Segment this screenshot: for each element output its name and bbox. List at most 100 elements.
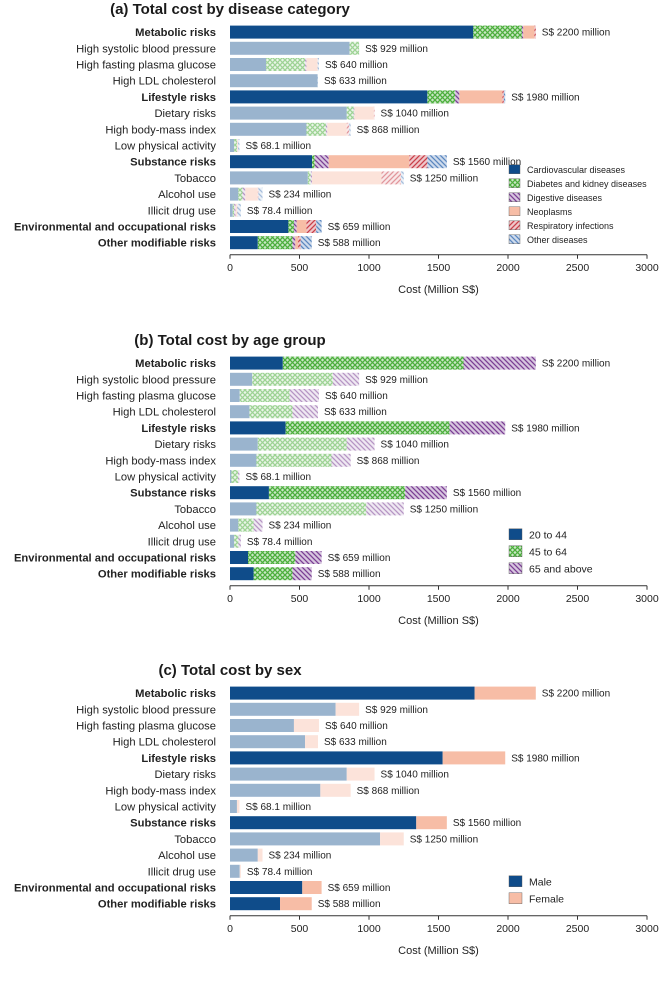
total-label: S$ 633 million [324,407,387,418]
total-label: S$ 68.1 million [245,141,311,152]
bar-segment-20-to-44 [230,502,257,516]
bar-segment-20-to-44 [230,518,239,532]
bar-segment-female [474,686,536,700]
legend-label: Respiratory infections [527,221,614,231]
total-label: S$ 2200 million [542,689,610,700]
bar-segment-digestive-diseases [314,155,329,169]
category-label: Dietary risks [154,108,216,120]
total-label: S$ 640 million [325,391,388,402]
category-label: High fasting plasma glucose [76,60,216,72]
bar-segment-female [257,848,263,862]
bar-segment-male [230,751,443,765]
bar-segment-male [230,897,281,911]
bar-segment-respiratory-infections [381,171,401,185]
legend-label: 65 and above [529,563,593,575]
category-label: Low physical activity [115,141,217,153]
bar-segment-diabetes-and-kidney-diseases [473,25,522,39]
total-label: S$ 234 million [269,851,332,862]
category-label: High LDL cholesterol [113,737,216,749]
x-tick-label: 0 [227,923,233,935]
bar-segment-45-to-64 [253,567,293,581]
total-label: S$ 659 million [328,553,391,564]
x-tick-label: 500 [291,262,309,274]
bar-segment-female [293,719,319,732]
bar-segment-cardiovascular-diseases [230,122,307,136]
total-label: S$ 2200 million [542,359,610,370]
bar-segment-female [346,767,375,781]
bar-segment-cardiovascular-diseases [230,155,313,169]
bar-segment-45-to-64 [257,437,347,451]
bar-segment-male [230,719,294,732]
bar-segment-respiratory-infections [409,155,428,169]
x-tick-label: 2500 [566,262,590,274]
bar-segment-neoplasms [328,155,410,169]
bar-segment-digestive-diseases [310,171,313,185]
bar-segment-neoplasms [306,58,318,71]
category-label: High fasting plasma glucose [76,721,216,733]
bar-segment-65-and-above [238,534,241,548]
bar-segment-65-and-above [238,470,240,483]
category-label: Substance risks [130,818,216,830]
bar-segment-other-diseases [237,203,241,217]
bar-segment-male [230,767,347,781]
bar-segment-65-and-above [292,405,318,419]
bar-segment-diabetes-and-kidney-diseases [307,171,311,185]
bar-segment-digestive-diseases [293,220,297,233]
total-label: S$ 640 million [325,721,388,732]
category-label: Tobacco [174,504,216,516]
bar-segment-65-and-above [295,551,322,564]
category-label: High LDL cholesterol [113,407,216,419]
category-label: Other modifiable risks [98,238,216,250]
bar-segment-digestive-diseases [242,187,246,201]
bar-segment-female [335,702,360,716]
x-tick-label: 0 [227,593,233,605]
category-label: Tobacco [174,173,216,185]
bar-segment-45-to-64 [239,389,290,402]
total-label: S$ 929 million [365,44,428,55]
category-label: Metabolic risks [135,27,216,39]
bar-segment-male [230,686,475,700]
total-label: S$ 1560 million [453,157,521,168]
category-label: High systolic blood pressure [76,43,216,55]
total-label: S$ 868 million [357,456,420,467]
bar-segment-20-to-44 [230,486,269,500]
category-label: Dietary risks [154,439,216,451]
category-label: Metabolic risks [135,688,216,700]
bar-segment-respiratory-infections [306,220,317,233]
bar-segment-digestive-diseases [325,122,328,136]
bar-segment-45-to-64 [231,470,239,483]
bar-segment-20-to-44 [230,372,253,386]
bar-segment-20-to-44 [230,356,283,370]
bar-segment-female [236,800,240,813]
bar-segment-digestive-diseases [234,203,236,217]
bar-segment-45-to-64 [248,551,296,564]
bar-segment-neoplasms [296,220,307,233]
bar-segment-45-to-64 [256,502,367,516]
category-label: Environmental and occupational risks [14,553,216,565]
category-label: High body-mass index [105,785,216,797]
bar-segment-cardiovascular-diseases [230,139,235,152]
bar-segment-cardiovascular-diseases [230,90,428,104]
bar-segment-neoplasms [312,171,382,185]
bar-segment-20-to-44 [230,534,235,548]
bar-segment-male [230,816,417,830]
x-tick-label: 1500 [427,262,451,274]
bar-segment-diabetes-and-kidney-diseases [257,236,293,250]
bar-segment-20-to-44 [230,470,232,483]
x-tick-label: 1000 [357,262,381,274]
legend-label: Digestive diseases [527,193,603,203]
bar-segment-diabetes-and-kidney-diseases [266,58,306,71]
bar-segment-other-diseases [238,139,240,152]
panel-c: (c) Total cost by sex Metabolic risks S$ 2… [14,662,659,957]
category-label: Low physical activity [115,472,217,484]
category-label: Alcohol use [158,189,216,201]
category-label: Illicit drug use [148,205,216,217]
x-axis-title: Cost (Million S$) [398,284,479,296]
bar-segment-respiratory-infections [502,90,504,104]
x-tick-label: 3000 [635,923,659,935]
legend-swatch-cardiovascular-diseases [508,164,521,175]
bar-segment-45-to-64 [238,518,254,532]
bar-segment-respiratory-infections [346,122,350,136]
bar-segment-cardiovascular-diseases [230,220,289,233]
